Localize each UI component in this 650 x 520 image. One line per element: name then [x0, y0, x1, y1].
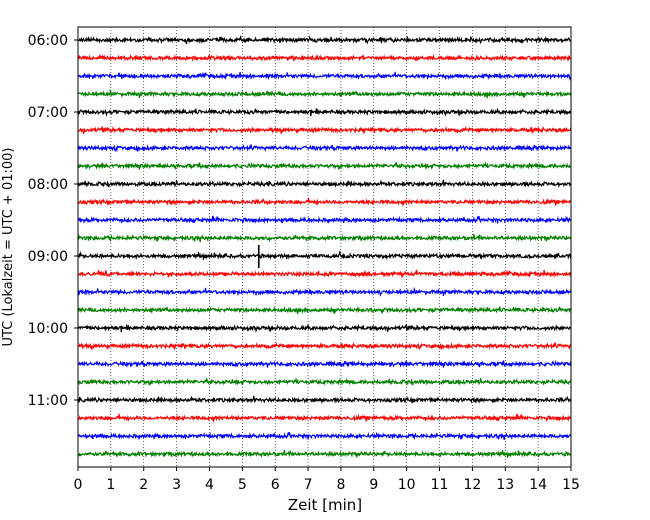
y-tick-label: 10:00 — [28, 321, 68, 337]
trace-line — [77, 431, 572, 441]
trace-line — [77, 144, 572, 153]
y-tick-label: 09:00 — [28, 249, 68, 265]
x-tick-label: 12 — [463, 477, 481, 493]
trace-line — [77, 359, 572, 368]
x-tick-label: 4 — [205, 477, 214, 493]
x-tick-label: 2 — [139, 477, 148, 493]
y-tick-label: 06:00 — [28, 33, 68, 49]
trace-line — [77, 413, 572, 423]
trace-line — [77, 233, 572, 243]
trace-line — [77, 323, 572, 333]
x-axis-label: Zeit [min] — [288, 496, 362, 514]
x-tick-label: 6 — [271, 477, 280, 493]
trace-line — [77, 268, 572, 279]
y-axis-label: UTC (Lokalzeit = UTC + 01:00) — [1, 148, 16, 347]
x-tick-label: 11 — [431, 477, 449, 493]
trace-line — [77, 88, 572, 99]
x-tick-label: 3 — [172, 477, 181, 493]
x-tick-label: 7 — [304, 477, 313, 493]
plot-frame — [77, 26, 572, 468]
trace-line — [77, 306, 572, 315]
trace-line — [77, 286, 572, 297]
trace-line — [77, 249, 572, 261]
x-tick-label: 8 — [336, 477, 345, 493]
trace-line — [77, 35, 572, 45]
x-tick-label: 15 — [562, 477, 580, 493]
x-tick-label: 13 — [496, 477, 514, 493]
trace-line — [77, 449, 572, 458]
x-tick-label: 1 — [106, 477, 115, 493]
grid-lines — [110, 27, 539, 467]
trace-line — [77, 215, 572, 225]
trace-line — [77, 341, 572, 351]
y-axis-ticks: 06:00 07:00 08:00 09:00 10:00 11:00 — [28, 33, 78, 409]
seismic-traces — [77, 35, 572, 458]
y-tick-label: 11:00 — [28, 393, 68, 409]
x-axis-ticks: 0 1 2 3 4 5 6 7 8 9 10 11 12 13 14 15 — [74, 467, 580, 493]
trace-line — [77, 395, 572, 405]
x-tick-label: 14 — [529, 477, 547, 493]
y-tick-label: 07:00 — [28, 105, 68, 121]
trace-line — [77, 125, 572, 135]
trace-line — [77, 161, 572, 170]
x-tick-label: 5 — [238, 477, 247, 493]
x-tick-label: 9 — [369, 477, 378, 493]
trace-line — [77, 197, 572, 207]
trace-line — [77, 107, 572, 117]
trace-line — [77, 53, 571, 62]
y-tick-label: 08:00 — [28, 177, 68, 193]
x-tick-label: 10 — [398, 477, 416, 493]
trace-line — [77, 71, 572, 81]
trace-line — [77, 377, 572, 386]
x-tick-label: 0 — [74, 477, 83, 493]
trace-line — [77, 179, 572, 189]
